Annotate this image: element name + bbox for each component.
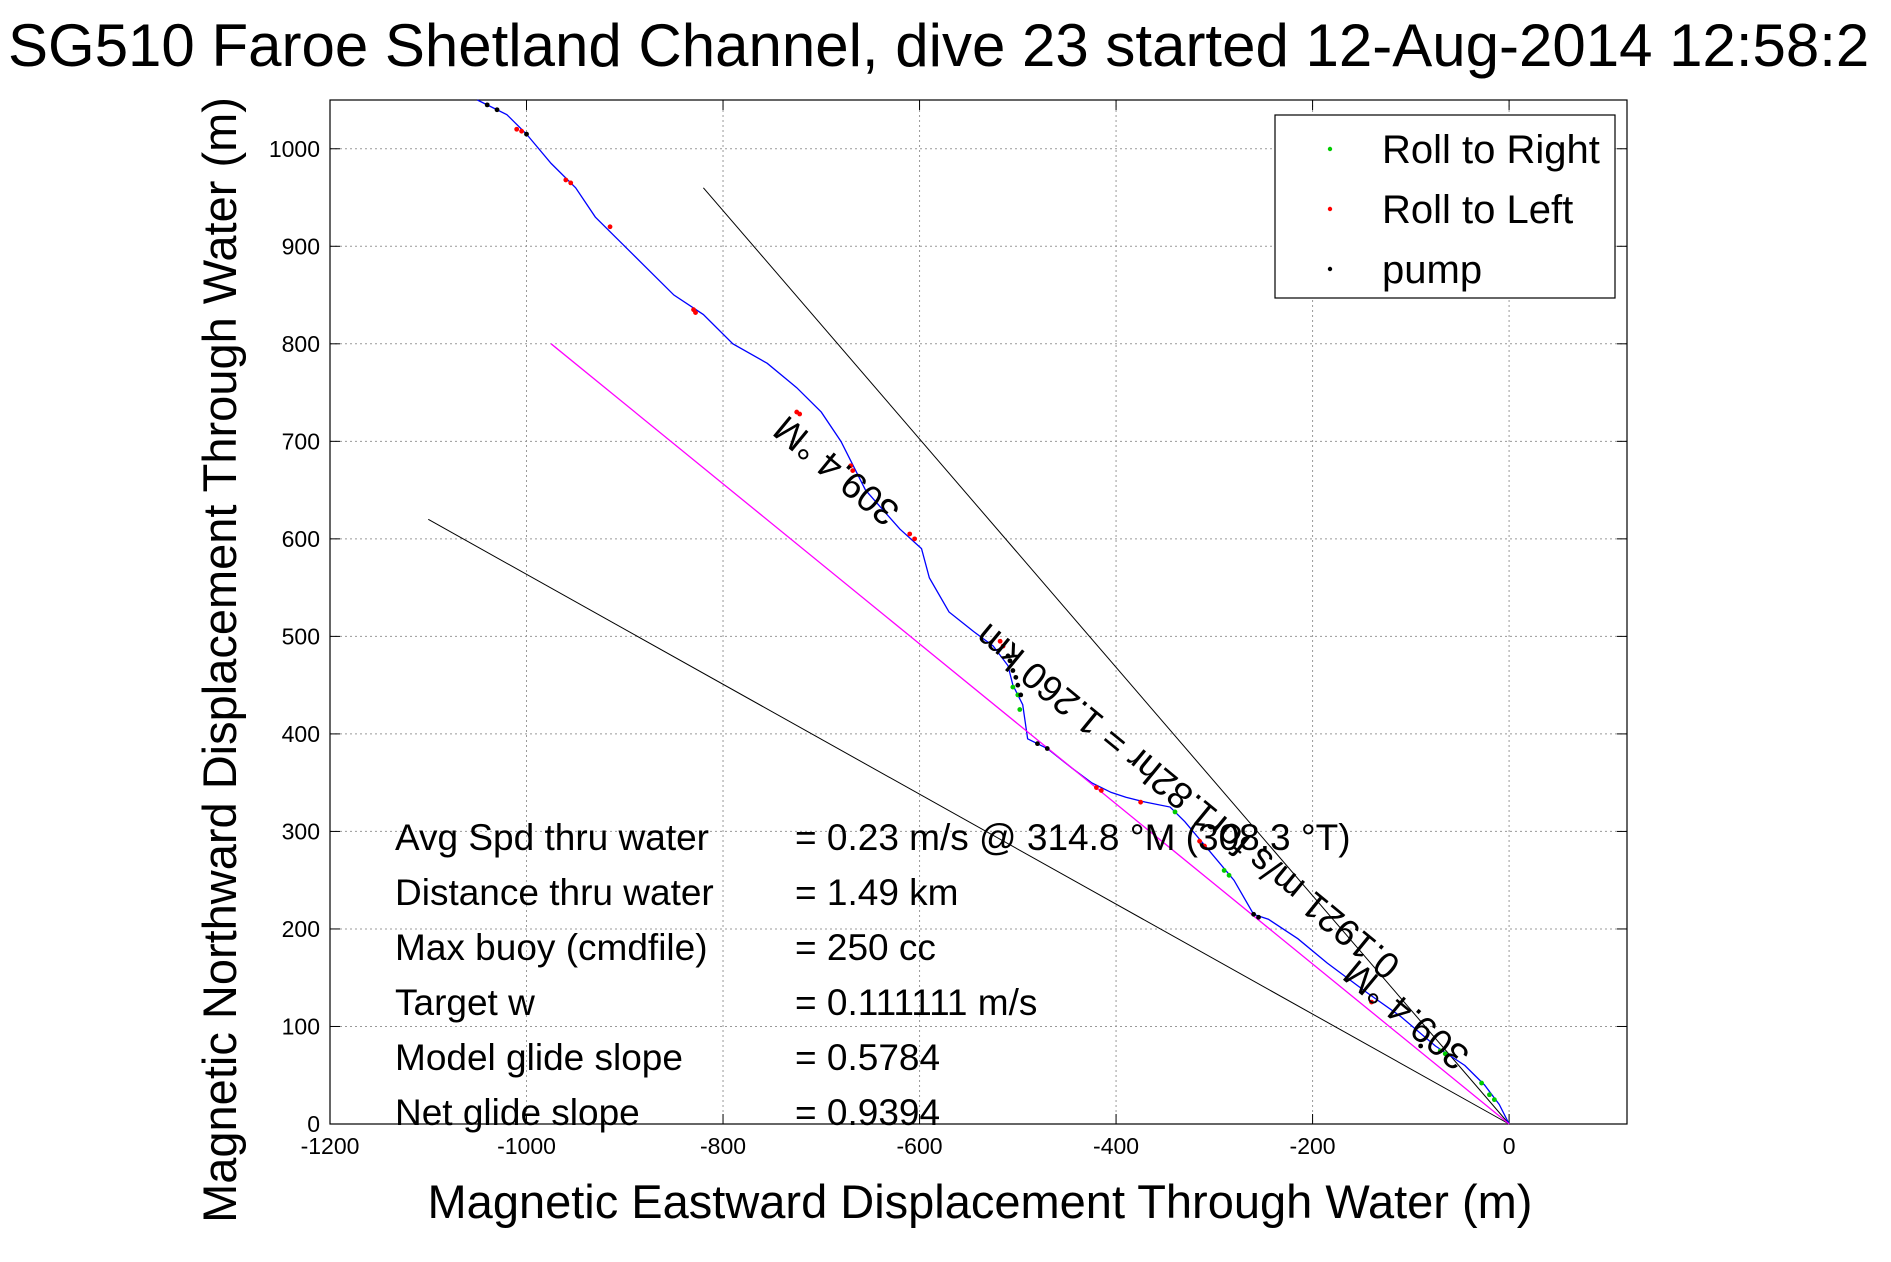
- stat-label: Target w: [395, 982, 535, 1023]
- left-marker: [1197, 838, 1202, 844]
- pump-marker: [1018, 692, 1024, 698]
- data-markers: [484, 102, 1497, 1103]
- left-marker: [519, 128, 525, 134]
- pump-marker: [1015, 682, 1021, 688]
- x-tick-label: -1000: [497, 1133, 556, 1159]
- pump-marker: [1007, 658, 1013, 664]
- series-line: [477, 99, 1510, 1125]
- chart-title: SG510 Faroe Shetland Channel, dive 23 st…: [8, 12, 1869, 79]
- stat-label: Avg Spd thru water: [395, 817, 709, 858]
- y-tick-label: 500: [282, 623, 320, 649]
- legend-marker: [1327, 146, 1333, 152]
- stat-value: = 0.23 m/s @ 314.8 °M (308.3 °T): [795, 817, 1351, 858]
- right-marker: [1437, 1048, 1443, 1054]
- pump-marker: [1256, 914, 1261, 920]
- x-tick-label: -800: [700, 1133, 746, 1159]
- y-tick-label: 800: [282, 331, 320, 357]
- y-tick-label: 100: [282, 1013, 320, 1039]
- y-tick-label: 600: [282, 526, 320, 552]
- left-marker: [850, 468, 856, 473]
- series-line: [550, 343, 1510, 1125]
- right-marker: [1172, 809, 1178, 815]
- right-marker: [1487, 1092, 1492, 1098]
- plot-frame: [329, 99, 1628, 1125]
- legend-label: Roll to Left: [1382, 188, 1573, 232]
- pump-marker: [1044, 746, 1050, 751]
- left-marker: [1098, 788, 1104, 793]
- pump-marker: [1010, 668, 1016, 673]
- x-tick-label: -400: [1093, 1133, 1139, 1159]
- pump-marker: [1005, 653, 1011, 659]
- y-tick-label: 400: [282, 721, 320, 747]
- pump-marker: [494, 107, 500, 113]
- guide-line: [428, 518, 1510, 1125]
- right-marker: [1221, 868, 1227, 873]
- pump-marker: [1418, 1043, 1424, 1049]
- legend-label: Roll to Right: [1382, 128, 1600, 172]
- left-marker: [907, 531, 913, 537]
- left-marker: [1202, 843, 1207, 849]
- pump-marker: [1013, 674, 1019, 680]
- right-marker: [1442, 1051, 1448, 1057]
- x-tick-label: -200: [1290, 1133, 1336, 1159]
- left-marker: [797, 411, 803, 417]
- stat-value: = 0.5784: [795, 1037, 940, 1078]
- pump-marker: [1251, 911, 1257, 917]
- grid: [329, 100, 1627, 1125]
- right-marker: [1226, 872, 1232, 878]
- right-marker: [1010, 684, 1016, 690]
- pump-marker: [1035, 741, 1040, 747]
- left-marker: [1369, 999, 1374, 1005]
- y-tick-label: 300: [282, 818, 320, 844]
- stat-value: = 1.49 km: [795, 872, 959, 913]
- y-axis-label: Magnetic Northward Displacement Through …: [193, 97, 246, 1223]
- legend-marker: [1327, 206, 1333, 212]
- stat-value: = 250 cc: [795, 927, 936, 968]
- stat-value: = 0.9394: [795, 1092, 940, 1133]
- stat-label: Model glide slope: [395, 1037, 683, 1078]
- x-axis-label: Magnetic Eastward Displacement Through W…: [428, 1175, 1533, 1228]
- pump-marker: [484, 102, 490, 108]
- y-tick-label: 700: [282, 428, 320, 454]
- left-marker: [848, 463, 854, 469]
- x-tick-label: -1200: [301, 1133, 360, 1159]
- stat-label: Distance thru water: [395, 872, 714, 913]
- y-tick-label: 900: [282, 233, 320, 259]
- y-tick-label: 0: [307, 1111, 320, 1137]
- left-marker: [912, 536, 918, 542]
- left-marker: [607, 224, 613, 230]
- axis-ticks: -1200 -1000 -800 -600 -400 -200 0 0 100 200 300 400…: [269, 100, 1627, 1159]
- pump-marker: [524, 131, 529, 137]
- left-marker: [997, 638, 1003, 644]
- left-marker: [1138, 799, 1144, 805]
- x-tick-label: 0: [1503, 1133, 1516, 1159]
- left-marker: [693, 310, 698, 316]
- legend-label: pump: [1382, 248, 1482, 292]
- data-lines: [428, 99, 1510, 1125]
- left-marker: [514, 126, 520, 132]
- legend: Roll to Right Roll to Left pump: [1274, 114, 1616, 299]
- stat-value: = 0.111111 m/s: [795, 982, 1037, 1023]
- y-tick-label: 1000: [269, 136, 320, 162]
- left-marker: [563, 177, 569, 183]
- right-marker: [1491, 1097, 1497, 1103]
- stats-block: Avg Spd thru water = 0.23 m/s @ 314.8 °M …: [395, 817, 1351, 1133]
- left-marker: [1094, 785, 1099, 790]
- right-marker: [1017, 707, 1023, 712]
- left-marker: [1000, 643, 1006, 649]
- legend-marker: [1327, 266, 1333, 272]
- stat-label: Net glide slope: [395, 1092, 640, 1133]
- left-marker: [568, 180, 574, 186]
- right-marker: [1479, 1080, 1484, 1086]
- guide-line: [702, 187, 1510, 1125]
- y-tick-label: 200: [282, 916, 320, 942]
- x-tick-label: -600: [897, 1133, 943, 1159]
- legend-box: [1274, 114, 1616, 299]
- stat-label: Max buoy (cmdfile): [395, 927, 708, 968]
